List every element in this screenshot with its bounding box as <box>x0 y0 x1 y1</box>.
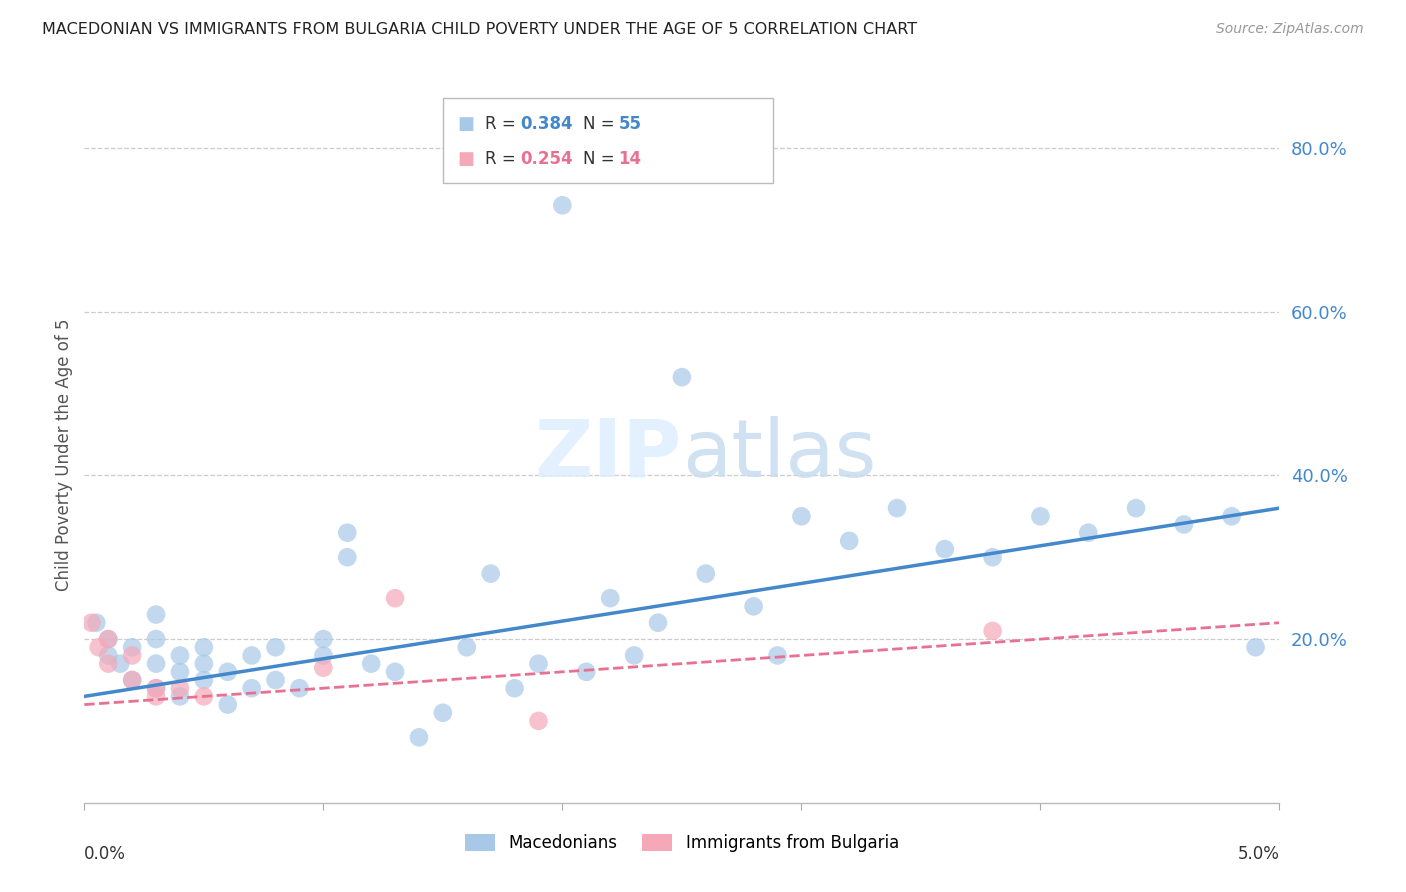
Point <box>551 198 574 212</box>
Point <box>145 632 167 646</box>
Point <box>312 661 335 675</box>
Point <box>193 657 215 671</box>
Text: 0.384: 0.384 <box>520 114 572 133</box>
Text: ■: ■ <box>457 150 474 168</box>
Point <box>981 550 1004 565</box>
Point <box>169 681 191 696</box>
Point <box>145 607 167 622</box>
Point <box>384 665 406 679</box>
Point <box>360 657 382 671</box>
Point <box>264 640 287 655</box>
Point <box>1244 640 1267 655</box>
Text: Source: ZipAtlas.com: Source: ZipAtlas.com <box>1216 22 1364 37</box>
Point <box>193 673 215 687</box>
Point <box>456 640 478 655</box>
Point <box>145 690 167 704</box>
Point <box>1029 509 1052 524</box>
Point <box>121 673 143 687</box>
Point <box>671 370 693 384</box>
Point <box>1220 509 1243 524</box>
Point <box>193 690 215 704</box>
Point <box>479 566 502 581</box>
Point <box>80 615 103 630</box>
Text: 14: 14 <box>619 150 641 168</box>
Y-axis label: Child Poverty Under the Age of 5: Child Poverty Under the Age of 5 <box>55 318 73 591</box>
Point <box>647 615 669 630</box>
Point <box>169 648 191 663</box>
Text: N =: N = <box>583 150 620 168</box>
Point <box>527 714 550 728</box>
Legend: Macedonians, Immigrants from Bulgaria: Macedonians, Immigrants from Bulgaria <box>460 829 904 857</box>
Point <box>217 665 239 679</box>
Point <box>408 731 430 745</box>
Point <box>790 509 813 524</box>
Text: R =: R = <box>485 150 522 168</box>
Point <box>87 640 110 655</box>
Point <box>145 657 167 671</box>
Text: ZIP: ZIP <box>534 416 682 494</box>
Point <box>110 657 132 671</box>
Point <box>169 665 191 679</box>
Point <box>240 681 263 696</box>
Text: R =: R = <box>485 114 522 133</box>
Text: N =: N = <box>583 114 620 133</box>
Text: atlas: atlas <box>682 416 876 494</box>
Point <box>981 624 1004 638</box>
Point <box>695 566 717 581</box>
Point <box>121 640 143 655</box>
Text: 55: 55 <box>619 114 641 133</box>
Point <box>432 706 454 720</box>
Point <box>575 665 598 679</box>
Point <box>121 673 143 687</box>
Point <box>838 533 860 548</box>
Point <box>503 681 526 696</box>
Point <box>97 632 120 646</box>
Point <box>312 648 335 663</box>
Point <box>86 615 108 630</box>
Point <box>527 657 550 671</box>
Point <box>312 632 335 646</box>
Point <box>97 648 120 663</box>
Text: MACEDONIAN VS IMMIGRANTS FROM BULGARIA CHILD POVERTY UNDER THE AGE OF 5 CORRELAT: MACEDONIAN VS IMMIGRANTS FROM BULGARIA C… <box>42 22 917 37</box>
Point <box>886 501 908 516</box>
Point <box>1077 525 1099 540</box>
Point <box>336 550 359 565</box>
Text: 0.254: 0.254 <box>520 150 572 168</box>
Text: 0.0%: 0.0% <box>84 845 127 863</box>
Point <box>623 648 645 663</box>
Point <box>742 599 765 614</box>
Point <box>145 681 167 696</box>
Point <box>288 681 311 696</box>
Point <box>766 648 789 663</box>
Point <box>599 591 621 606</box>
Point <box>934 542 956 557</box>
Point <box>264 673 287 687</box>
Point <box>121 648 143 663</box>
Point <box>1173 517 1195 532</box>
Text: 5.0%: 5.0% <box>1237 845 1279 863</box>
Point <box>145 681 167 696</box>
Point <box>97 632 120 646</box>
Point <box>193 640 215 655</box>
Point <box>1125 501 1147 516</box>
Point <box>169 690 191 704</box>
Text: ■: ■ <box>457 114 474 133</box>
Point <box>97 657 120 671</box>
Point <box>336 525 359 540</box>
Point <box>240 648 263 663</box>
Point <box>384 591 406 606</box>
Point <box>217 698 239 712</box>
